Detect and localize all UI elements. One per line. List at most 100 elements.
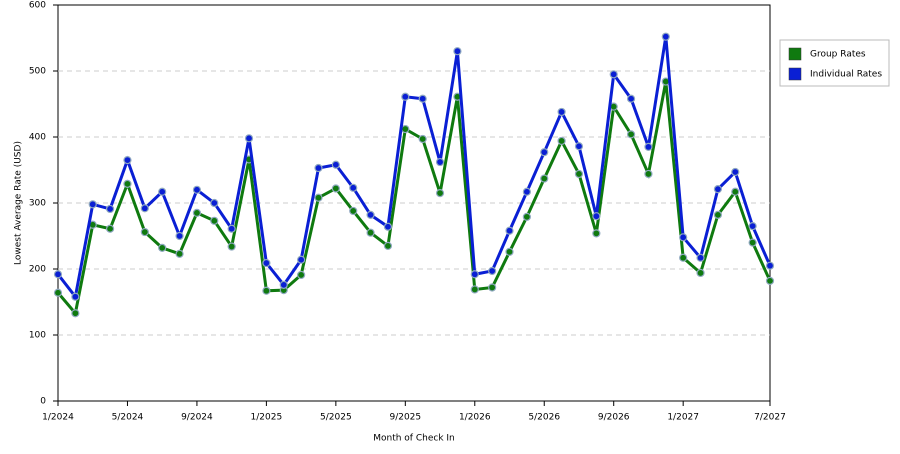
point: [679, 253, 688, 262]
point: [713, 185, 723, 194]
point: [210, 216, 219, 225]
point: [227, 224, 236, 233]
y-axis-label: Lowest Average Rate (USD): [14, 141, 24, 265]
point: [748, 222, 757, 231]
point: [574, 142, 584, 151]
x-tick-label: 1/2027: [667, 413, 699, 423]
series-line: [56, 36, 772, 301]
point: [609, 70, 618, 79]
point: [731, 167, 740, 177]
point: [435, 189, 445, 198]
point: [383, 241, 393, 250]
point: [279, 280, 288, 289]
point: [297, 255, 306, 264]
point: [574, 169, 584, 179]
x-axis-label: Month of Check In: [373, 434, 455, 444]
point: [592, 212, 601, 221]
point: [71, 309, 80, 318]
point: [192, 208, 202, 217]
point: [192, 185, 202, 194]
point: [227, 242, 236, 251]
x-tick-label: 9/2024: [181, 413, 213, 423]
point: [175, 231, 184, 241]
x-tick-label: 9/2026: [598, 413, 630, 423]
point: [696, 253, 705, 262]
point: [540, 174, 549, 183]
point: [488, 266, 497, 276]
point: [765, 276, 775, 285]
point: [140, 204, 149, 213]
point: [297, 270, 306, 280]
point: [244, 134, 254, 143]
point: [123, 156, 132, 165]
point: [262, 286, 271, 295]
point: [314, 193, 323, 202]
point: [105, 224, 115, 233]
x-tick-label: 5/2026: [528, 413, 560, 423]
point: [488, 283, 497, 292]
point: [557, 136, 566, 146]
x-tick-label: 5/2025: [320, 413, 352, 423]
point: [140, 227, 149, 237]
point: [158, 243, 167, 252]
point: [626, 94, 636, 103]
point: [349, 183, 358, 192]
point: [679, 233, 688, 242]
point: [522, 212, 531, 221]
y-tick-label: 400: [29, 133, 46, 143]
point: [505, 226, 514, 235]
point: [540, 148, 549, 157]
legend-swatch: [788, 67, 802, 81]
legend-label: Individual Rates: [810, 70, 882, 80]
point: [383, 222, 393, 231]
point: [765, 261, 775, 270]
y-tick-label: 300: [29, 199, 46, 209]
point: [331, 184, 340, 193]
point: [557, 107, 566, 117]
point: [644, 142, 653, 151]
y-tick-label: 500: [29, 67, 46, 77]
point: [210, 198, 219, 208]
x-tick-label: 1/2025: [251, 413, 283, 423]
x-tick-label: 7/2027: [754, 413, 786, 423]
point: [522, 187, 531, 196]
point: [418, 134, 427, 144]
y-tick-label: 600: [29, 1, 46, 11]
point: [314, 163, 323, 173]
point: [470, 270, 479, 279]
y-tick-label: 200: [29, 265, 46, 275]
point: [696, 268, 705, 278]
y-tick-label: 0: [40, 397, 46, 407]
point: [644, 169, 653, 179]
point: [401, 124, 410, 134]
point: [418, 94, 427, 103]
point: [626, 130, 636, 139]
point: [731, 187, 740, 196]
legend-swatch: [788, 47, 802, 61]
y-tick-label: 100: [29, 331, 46, 341]
point: [592, 229, 601, 238]
point: [505, 247, 514, 256]
point: [401, 92, 410, 101]
x-tick-label: 9/2025: [389, 413, 421, 423]
x-tick-label: 1/2026: [459, 413, 491, 423]
x-tick-label: 1/2024: [42, 413, 74, 423]
point: [435, 157, 445, 167]
point: [105, 204, 115, 214]
point: [713, 210, 723, 219]
point: [453, 47, 462, 56]
x-tick-label: 5/2024: [112, 413, 144, 423]
point: [71, 292, 80, 301]
point: [366, 210, 375, 219]
point: [366, 228, 375, 237]
legend-label: Group Rates: [810, 50, 866, 60]
point: [748, 238, 757, 247]
point: [661, 32, 670, 41]
point: [88, 200, 97, 209]
point: [262, 258, 271, 268]
point: [53, 270, 63, 279]
point: [158, 187, 167, 196]
point: [331, 160, 340, 169]
point: [53, 288, 63, 297]
